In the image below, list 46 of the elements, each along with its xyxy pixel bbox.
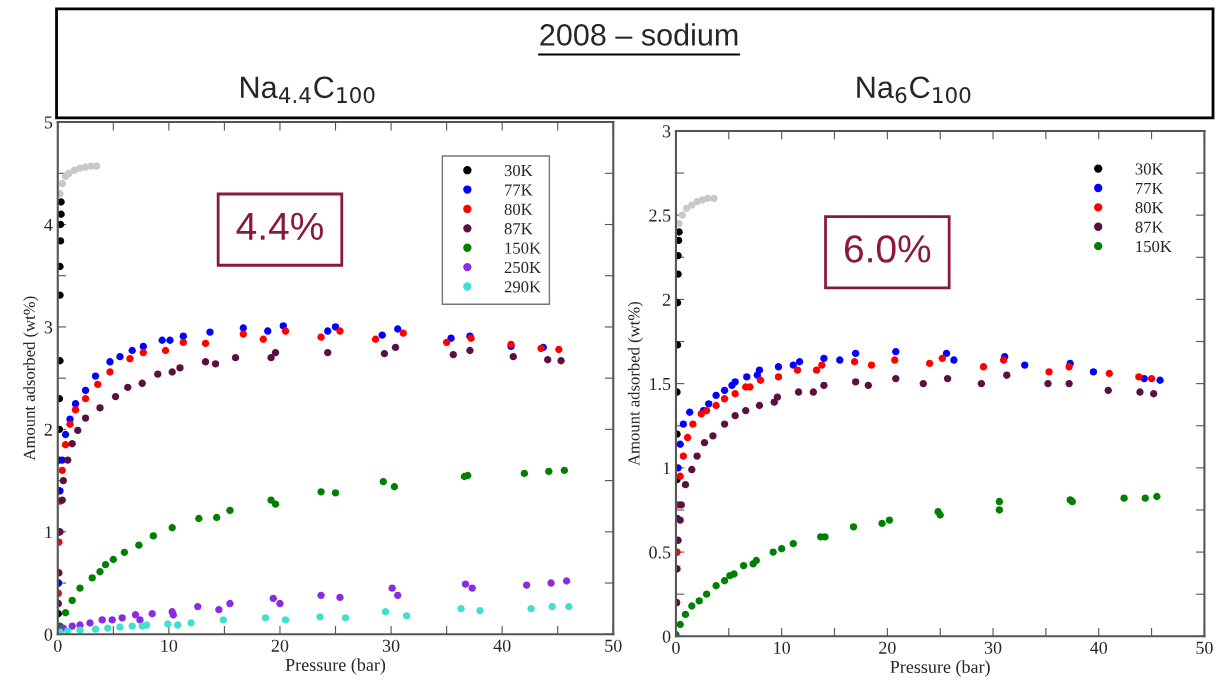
legend-label: 87K: [504, 223, 533, 235]
y-tick-label: 0: [662, 630, 671, 643]
annotation: 6.0%: [844, 235, 931, 263]
legend-label: 87K: [1135, 221, 1164, 233]
legend-label: 250K: [504, 261, 541, 274]
x-tick-label: 20: [879, 641, 896, 654]
chart-subtitle: Na$_{6}$C$_{100}$: [857, 76, 971, 104]
legend-label: 150K: [505, 242, 541, 254]
y-tick-label: 2: [662, 293, 671, 306]
y-tick-label: 5: [44, 116, 53, 129]
chart-title: 2008 – sodium: [540, 23, 738, 46]
y-tick-label: 4: [44, 218, 53, 231]
y-tick-label: 0.5: [649, 546, 671, 559]
y-tick-label: 2: [44, 423, 52, 436]
y-tick-label: 0: [44, 628, 53, 641]
x-tick-label: 10: [161, 639, 178, 652]
x-tick-label: 50: [605, 639, 622, 652]
legend-label: 80K: [1135, 202, 1164, 214]
x-tick-label: 40: [493, 639, 511, 652]
x-axis-title: Pressure (bar): [285, 658, 386, 675]
y-tick-label: 1: [45, 526, 52, 539]
x-axis-title: Pressure (bar): [890, 660, 990, 677]
x-tick-label: 0: [53, 639, 62, 652]
y-axis-title: Amount adsorbed (wt%): [23, 296, 39, 461]
chart-subtitle: Na$_{4.4}$C$_{100}$: [241, 76, 375, 104]
legend-label: 77K: [1135, 182, 1164, 194]
legend-label: 77K: [505, 184, 533, 196]
x-tick-label: 30: [382, 639, 400, 652]
y-tick-label: 3: [662, 125, 671, 138]
x-tick-label: 50: [1196, 641, 1213, 654]
y-axis-title: Amount adsorbed (wt%): [627, 301, 643, 466]
y-tick-label: 1.5: [650, 377, 671, 391]
y-tick-label: 1: [663, 462, 671, 475]
legend-label: 30K: [504, 164, 533, 177]
x-tick-label: 20: [271, 639, 289, 652]
annotation: 4.4%: [236, 212, 323, 240]
x-tick-label: 0: [672, 641, 680, 654]
legend-label: 30K: [1135, 163, 1164, 175]
y-tick-label: 2.5: [649, 209, 671, 222]
y-tick-label: 3: [44, 321, 53, 334]
x-tick-label: 30: [984, 641, 1002, 654]
x-tick-label: 40: [1090, 641, 1108, 654]
legend-label: 290K: [504, 281, 541, 293]
x-tick-label: 10: [774, 641, 790, 654]
legend-label: 150K: [1136, 240, 1172, 253]
legend-label: 80K: [504, 203, 533, 215]
